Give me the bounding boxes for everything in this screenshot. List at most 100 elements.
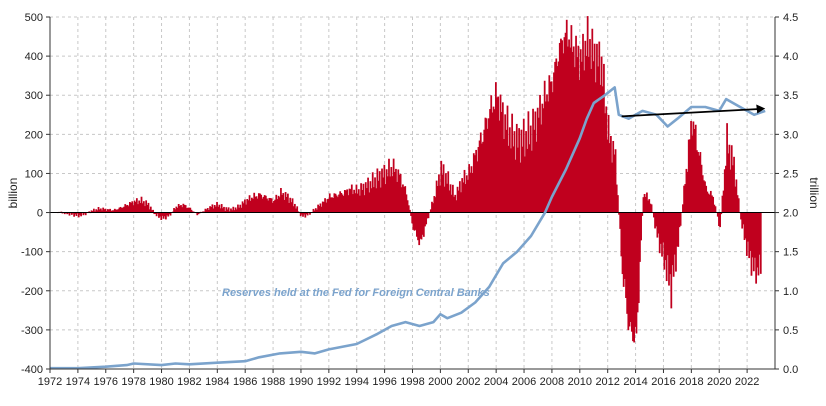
bar xyxy=(732,165,734,213)
bar xyxy=(596,43,598,213)
bar xyxy=(273,200,275,213)
bar xyxy=(246,199,249,213)
bar xyxy=(110,210,113,213)
x-tick-label: 1972 xyxy=(38,376,62,388)
bar xyxy=(293,203,296,213)
bar xyxy=(324,198,326,213)
bar xyxy=(555,58,558,213)
bar xyxy=(618,212,620,215)
bar xyxy=(579,49,582,213)
bar xyxy=(471,172,474,213)
bar xyxy=(303,212,306,215)
bar xyxy=(285,196,288,213)
bar xyxy=(475,149,478,213)
bar xyxy=(580,61,583,213)
bar xyxy=(593,43,596,213)
bar xyxy=(318,206,321,213)
bar xyxy=(481,143,483,213)
bar xyxy=(356,193,359,213)
bar xyxy=(726,123,728,213)
bar xyxy=(627,212,630,331)
bar xyxy=(436,186,439,213)
bar xyxy=(672,212,675,277)
bar xyxy=(242,203,245,213)
bar xyxy=(393,172,396,213)
bar xyxy=(377,180,380,213)
series-annotation: Reserves held at the Fed for Foreign Cen… xyxy=(222,287,490,299)
bar xyxy=(178,205,181,213)
bar xyxy=(96,210,99,213)
bar xyxy=(174,209,177,213)
left-tick-label: 100 xyxy=(25,168,43,180)
bar xyxy=(514,159,517,213)
bar xyxy=(571,51,574,213)
bar xyxy=(505,129,508,213)
bar xyxy=(166,212,168,216)
bar xyxy=(260,194,263,213)
bar xyxy=(701,175,704,213)
bar xyxy=(376,168,379,213)
bar xyxy=(124,204,127,213)
bar xyxy=(269,198,272,213)
bar xyxy=(306,212,309,216)
bar xyxy=(541,103,544,213)
bar xyxy=(281,194,283,213)
bar xyxy=(338,194,340,213)
bar xyxy=(707,193,710,213)
bar xyxy=(335,195,338,213)
bar xyxy=(205,209,208,213)
trend-arrowhead xyxy=(756,104,766,114)
bar xyxy=(410,212,412,216)
bar xyxy=(350,184,353,213)
bar xyxy=(521,146,524,213)
bar xyxy=(290,202,293,213)
bar xyxy=(508,127,511,213)
bar xyxy=(570,25,573,213)
bar xyxy=(131,201,134,213)
bar xyxy=(239,204,242,213)
bar xyxy=(235,209,238,213)
bar xyxy=(741,212,744,229)
bar xyxy=(320,206,323,213)
tick-labels: 500 400 300 200 100 0 -100 -200 -300 -400 4.5 4.0 3.… xyxy=(21,12,798,388)
bar xyxy=(500,111,503,213)
bar xyxy=(607,114,610,213)
bar xyxy=(597,66,599,213)
bar xyxy=(398,174,401,213)
right-tick-label: 1.0 xyxy=(783,286,798,298)
bar xyxy=(268,197,271,213)
bar xyxy=(718,212,720,227)
bar xyxy=(163,212,166,217)
bar xyxy=(610,135,612,213)
bar xyxy=(637,212,640,304)
bar xyxy=(372,187,375,213)
bar xyxy=(291,198,294,213)
bar xyxy=(397,169,400,213)
bar xyxy=(241,201,244,213)
bar xyxy=(422,212,425,237)
x-tick-label: 1992 xyxy=(317,376,341,388)
bar xyxy=(719,212,721,228)
bar xyxy=(231,210,234,213)
bar xyxy=(759,212,762,274)
bar xyxy=(97,207,100,213)
bar xyxy=(744,212,747,239)
bar xyxy=(491,112,494,213)
bar xyxy=(619,212,622,229)
bar xyxy=(148,209,151,213)
bar xyxy=(692,121,695,213)
bar xyxy=(553,72,555,213)
trend-line xyxy=(621,108,760,118)
bar xyxy=(80,212,82,217)
bar xyxy=(334,193,337,213)
bar xyxy=(232,206,235,213)
bar xyxy=(474,155,476,213)
bar xyxy=(70,212,73,215)
bar xyxy=(743,212,746,240)
bar xyxy=(105,210,108,213)
bar xyxy=(669,212,672,275)
bar xyxy=(370,188,373,213)
bar xyxy=(255,196,258,213)
bar xyxy=(359,195,361,213)
